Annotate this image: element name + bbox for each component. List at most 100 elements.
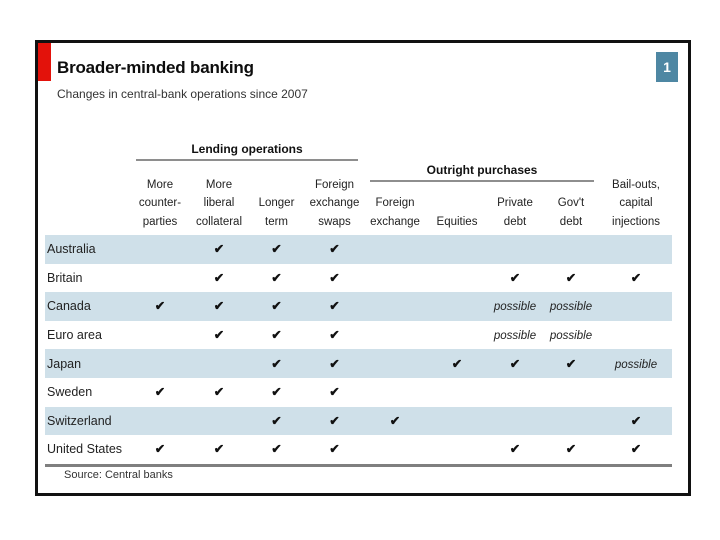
- check-icon: ✔: [329, 413, 340, 428]
- check-icon: ✔: [271, 328, 282, 343]
- check-icon: ✔: [271, 442, 282, 457]
- table-cell: ✔: [248, 355, 305, 373]
- check-icon: ✔: [271, 270, 282, 285]
- check-icon: ✔: [271, 413, 282, 428]
- table-cell: ✔: [248, 326, 305, 344]
- table-cell: ✔: [130, 383, 190, 401]
- possible-label: possible: [549, 330, 593, 343]
- table-row: Sweden ✔ ✔ ✔ ✔: [45, 378, 672, 407]
- chart-card: 1 Broader-minded banking Changes in cent…: [35, 40, 691, 496]
- check-icon: ✔: [329, 299, 340, 314]
- table-bottom-rule: [45, 463, 672, 467]
- row-label: Britain: [47, 270, 83, 285]
- check-icon: ✔: [451, 356, 463, 371]
- check-icon: ✔: [630, 413, 642, 428]
- check-icon: ✔: [329, 328, 340, 343]
- possible-label: possible: [493, 301, 537, 314]
- check-icon: ✔: [154, 385, 166, 400]
- column-header: Longer term: [258, 197, 295, 228]
- table-cell: ✔: [248, 269, 305, 287]
- table-body: Australia ✔ ✔ ✔ Britain ✔ ✔ ✔ ✔ ✔ ✔ Canada ✔ ✔ ✔ ✔ possi…: [45, 235, 672, 464]
- table-row: Britain ✔ ✔ ✔ ✔ ✔ ✔: [45, 264, 672, 293]
- check-icon: ✔: [565, 356, 577, 371]
- table-cell: ✔: [190, 440, 248, 458]
- table-cell: ✔: [190, 297, 248, 315]
- check-icon: ✔: [329, 242, 340, 257]
- column-header: Foreign exchange swaps: [309, 178, 360, 228]
- table-cell: ✔: [305, 383, 364, 401]
- column-header: Foreign exchange: [370, 197, 420, 228]
- table-cell: ✔: [248, 297, 305, 315]
- page-number-badge: 1: [656, 52, 678, 82]
- chart-subtitle: Changes in central-bank operations since…: [57, 87, 308, 101]
- table-row: Switzerland ✔ ✔ ✔ ✔: [45, 406, 672, 436]
- table-cell: possible: [542, 326, 600, 344]
- check-icon: ✔: [329, 356, 340, 371]
- table-cell: ✔: [600, 440, 672, 458]
- row-label: Japan: [47, 356, 82, 371]
- table-row: Japan ✔ ✔ ✔ ✔ ✔ possible: [45, 349, 672, 378]
- check-icon: ✔: [213, 242, 225, 257]
- table-header: Lending operations Outright purchases Mo…: [45, 140, 672, 233]
- check-icon: ✔: [329, 442, 340, 457]
- check-icon: ✔: [565, 270, 577, 285]
- check-icon: ✔: [213, 442, 225, 457]
- table-cell: ✔: [305, 412, 364, 430]
- table-cell: ✔: [542, 355, 600, 373]
- column-header: Gov't debt: [557, 197, 585, 228]
- table-cell: possible: [600, 355, 672, 373]
- row-label: Euro area: [47, 328, 102, 343]
- table-cell: ✔: [305, 440, 364, 458]
- table-cell: ✔: [248, 383, 305, 401]
- row-label: Sweden: [47, 385, 93, 400]
- check-icon: ✔: [271, 385, 282, 400]
- table-row: Euro area ✔ ✔ ✔ possible possible: [45, 321, 672, 350]
- column-header: Bail-outs, capital injections: [612, 178, 660, 228]
- table: Lending operations Outright purchases Mo…: [45, 140, 672, 467]
- table-cell: ✔: [305, 269, 364, 287]
- possible-label: possible: [549, 301, 593, 314]
- check-icon: ✔: [565, 442, 577, 457]
- table-cell: ✔: [488, 440, 542, 458]
- check-icon: ✔: [271, 299, 282, 314]
- table-cell: ✔: [542, 269, 600, 287]
- check-icon: ✔: [630, 442, 642, 457]
- table-cell: ✔: [488, 355, 542, 373]
- table-row: United States ✔ ✔ ✔ ✔ ✔ ✔ ✔: [45, 435, 672, 464]
- table-cell: ✔: [305, 297, 364, 315]
- table-cell: ✔: [600, 269, 672, 287]
- check-icon: ✔: [154, 299, 166, 314]
- check-icon: ✔: [271, 242, 282, 257]
- table-cell: ✔: [248, 412, 305, 430]
- check-icon: ✔: [154, 442, 166, 457]
- column-header: More liberal collateral: [195, 178, 243, 228]
- check-icon: ✔: [271, 356, 282, 371]
- row-label: Australia: [47, 242, 96, 257]
- table-cell: ✔: [248, 240, 305, 258]
- table-cell: ✔: [488, 269, 542, 287]
- table-cell: ✔: [600, 412, 672, 430]
- table-row: Australia ✔ ✔ ✔: [45, 235, 672, 264]
- check-icon: ✔: [213, 328, 225, 343]
- table-cell: ✔: [305, 355, 364, 373]
- table-cell: ✔: [190, 269, 248, 287]
- check-icon: ✔: [329, 270, 340, 285]
- column-header: More counter- parties: [138, 178, 182, 228]
- check-icon: ✔: [389, 413, 401, 428]
- table-cell: ✔: [305, 240, 364, 258]
- group-header-lending-operations: Lending operations: [136, 142, 358, 161]
- table-cell: ✔: [190, 326, 248, 344]
- possible-label: possible: [493, 330, 537, 343]
- red-accent-bar: [38, 43, 51, 81]
- check-icon: ✔: [213, 299, 225, 314]
- table-cell: ✔: [130, 440, 190, 458]
- check-icon: ✔: [213, 270, 225, 285]
- table-cell: ✔: [364, 412, 426, 430]
- check-icon: ✔: [509, 270, 521, 285]
- table-cell: ✔: [426, 355, 488, 373]
- table-cell: possible: [488, 326, 542, 344]
- table-cell: ✔: [190, 240, 248, 258]
- column-header: Equities: [436, 215, 478, 228]
- source-note: Source: Central banks: [64, 469, 173, 481]
- table-cell: ✔: [305, 326, 364, 344]
